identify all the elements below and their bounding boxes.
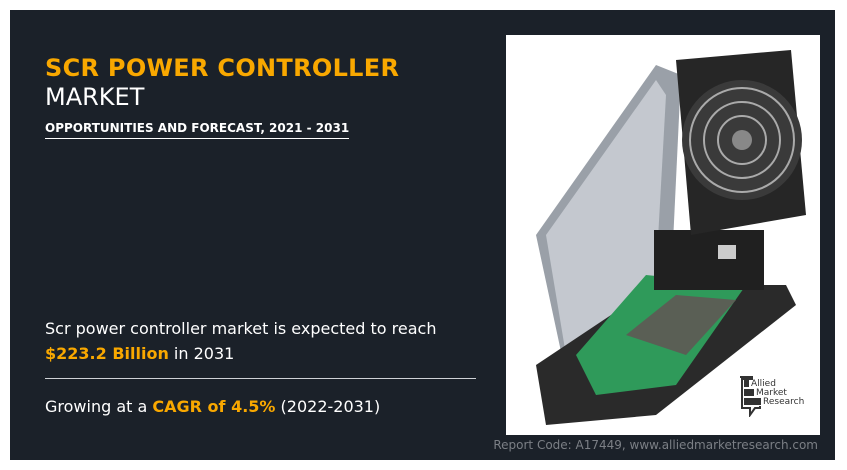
title-line-1: SCR POWER CONTROLLER [45, 54, 400, 82]
svg-text:Research: Research [763, 397, 804, 407]
divider [45, 378, 476, 379]
market-value-statement: Scr power controller market is expected … [45, 316, 475, 366]
market-value: $223.2 Billion [45, 344, 169, 363]
scr-controller-illustration [536, 50, 806, 425]
logo-mark: Allied Market Research [740, 376, 804, 419]
market-value-suffix: in 2031 [173, 344, 235, 363]
cagr-statement: Growing at a CAGR of 4.5% (2022-2031) [45, 397, 380, 416]
cagr-prefix: Growing at a [45, 397, 148, 416]
cagr-suffix: (2022-2031) [280, 397, 381, 416]
market-value-prefix: Scr power controller market is expected … [45, 319, 437, 338]
title-line-2: MARKET [45, 83, 145, 111]
report-code-footer: Report Code: A17449, www.alliedmarketres… [493, 438, 818, 452]
subtitle: OPPORTUNITIES AND FORECAST, 2021 - 2031 [45, 121, 350, 139]
svg-text:Allied: Allied [751, 379, 776, 389]
cagr-value: CAGR of 4.5% [152, 397, 276, 416]
product-image: Allied Market Research [506, 35, 820, 435]
allied-market-research-logo: Allied Market Research [738, 375, 812, 419]
svg-text:Market: Market [756, 388, 787, 398]
